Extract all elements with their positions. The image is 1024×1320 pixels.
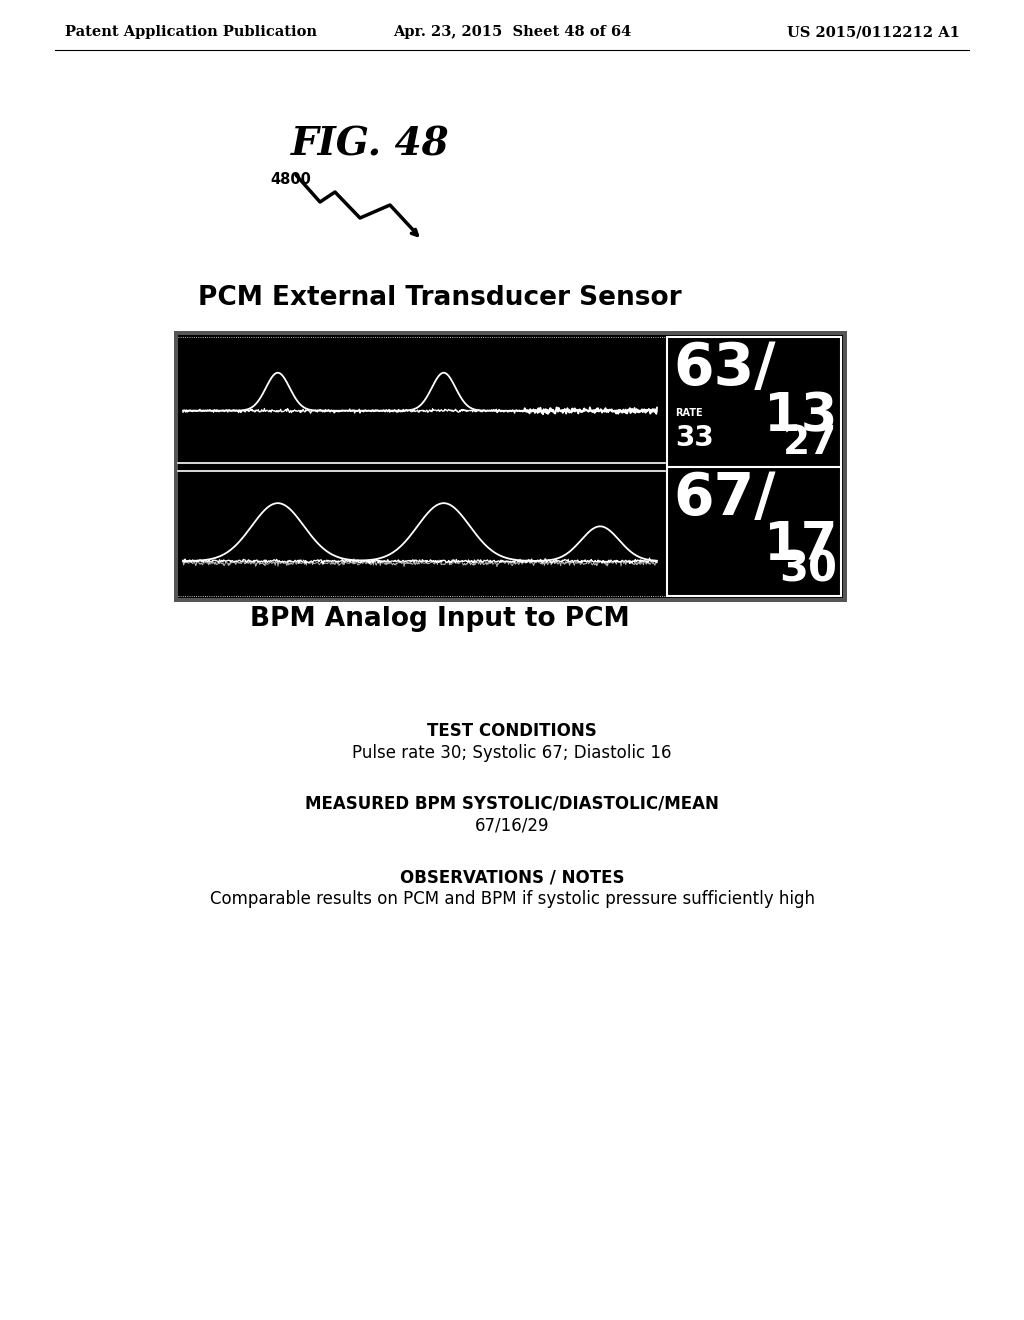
Bar	[174, 331, 847, 602]
Text: 27: 27	[782, 425, 837, 462]
Text: BPM Analog Input to PCM: BPM Analog Input to PCM	[250, 606, 630, 632]
Text: 67/16/29: 67/16/29	[475, 817, 549, 836]
Text: Comparable results on PCM and BPM if systolic pressure sufficiently high: Comparable results on PCM and BPM if sys…	[210, 890, 814, 908]
Bar	[178, 335, 665, 598]
Text: Apr. 23, 2015  Sheet 48 of 64: Apr. 23, 2015 Sheet 48 of 64	[393, 25, 631, 40]
Text: TEST CONDITIONS: TEST CONDITIONS	[427, 722, 597, 741]
Text: US 2015/0112212 A1: US 2015/0112212 A1	[787, 25, 961, 40]
Text: 63/: 63/	[673, 341, 775, 397]
Bar	[665, 335, 843, 598]
Text: RATE: RATE	[675, 408, 702, 418]
Text: Pulse rate 30; Systolic 67; Diastolic 16: Pulse rate 30; Systolic 67; Diastolic 16	[352, 744, 672, 762]
Text: OBSERVATIONS / NOTES: OBSERVATIONS / NOTES	[399, 869, 625, 886]
Text: PCM External Transducer Sensor: PCM External Transducer Sensor	[199, 285, 682, 312]
Text: MEASURED BPM SYSTOLIC/DIASTOLIC/MEAN: MEASURED BPM SYSTOLIC/DIASTOLIC/MEAN	[305, 795, 719, 813]
Text: 30: 30	[779, 548, 837, 590]
Text: 67/: 67/	[673, 470, 775, 528]
Text: FIG. 48: FIG. 48	[291, 125, 450, 162]
Text: 17: 17	[764, 519, 837, 570]
Text: 4800: 4800	[270, 172, 311, 187]
Bar	[667, 337, 841, 597]
Text: 33: 33	[675, 425, 714, 453]
Text: Patent Application Publication: Patent Application Publication	[65, 25, 317, 40]
Text: 13: 13	[764, 389, 837, 442]
